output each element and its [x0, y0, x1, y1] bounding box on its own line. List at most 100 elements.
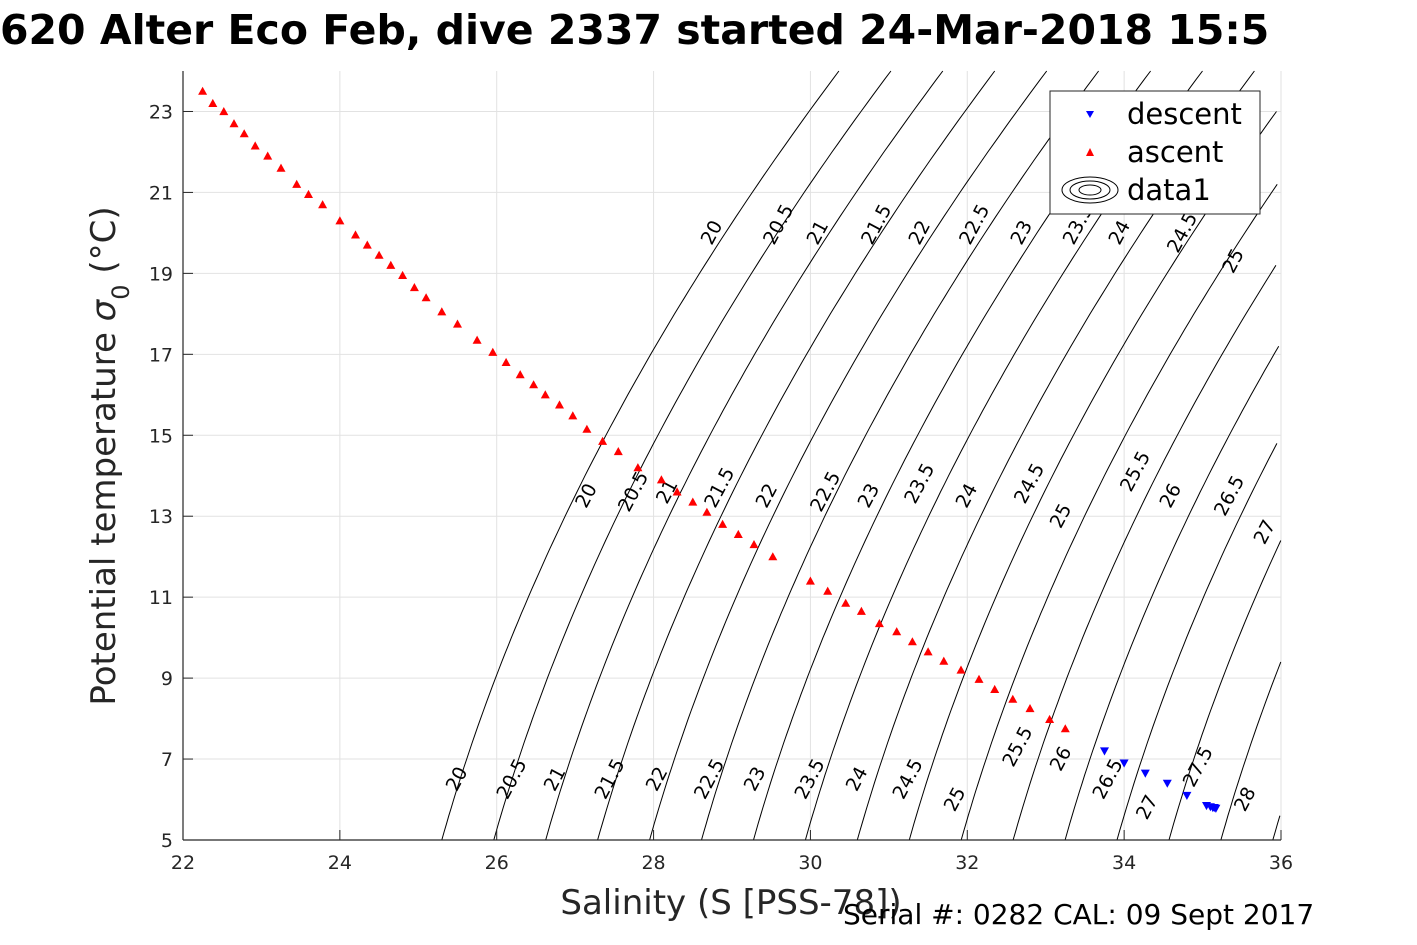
y-tick-label: 13 — [149, 506, 173, 528]
ascent-point — [453, 319, 462, 328]
ascent-point — [529, 380, 539, 389]
descent-point — [1119, 759, 1129, 768]
ascent-point — [250, 141, 260, 150]
contour-label: 20 — [571, 480, 602, 512]
contour-label: 23 — [740, 763, 771, 795]
x-tick-label: 32 — [955, 852, 979, 874]
ascent-point — [1060, 724, 1070, 733]
contour-label: 21 — [540, 763, 571, 795]
contour-label: 24.5 — [1163, 209, 1202, 257]
x-tick-label: 24 — [328, 852, 352, 874]
x-tick-label: 26 — [485, 852, 509, 874]
ascent-point — [749, 540, 759, 549]
ascent-point — [555, 400, 564, 409]
ascent-point — [672, 487, 682, 496]
ascent-point — [488, 347, 498, 356]
ascent-point — [656, 475, 666, 484]
ascent-point — [501, 357, 511, 366]
ascent-point — [823, 586, 833, 595]
ascent-point — [335, 216, 345, 225]
legend-box — [1049, 90, 1261, 215]
descent-point — [1211, 804, 1221, 813]
contour-label: 25 — [940, 783, 971, 815]
contour-label: 24 — [951, 480, 982, 512]
ascent-point — [351, 230, 360, 239]
contour-label: 27.5 — [1179, 743, 1218, 791]
ascent-point — [841, 598, 851, 607]
y-tick-label: 23 — [149, 101, 173, 123]
contour-label: 25 — [1046, 500, 1077, 532]
ascent-point — [892, 627, 902, 636]
ascent-point — [768, 552, 778, 561]
ascent-point — [398, 270, 408, 279]
isopycnal-line — [701, 70, 1100, 841]
legend: descent ascent data1 — [1049, 90, 1261, 215]
ascent-point — [568, 411, 578, 420]
y-axis-label: Potential temperature σ0 (°C) — [84, 206, 135, 705]
isopycnal-line — [1012, 265, 1277, 841]
ascent-point — [437, 307, 447, 316]
x-tick-label: 28 — [641, 852, 665, 874]
contour-label: 22.5 — [806, 468, 845, 516]
descent-point — [1100, 747, 1109, 756]
y-tick-label: 17 — [149, 344, 173, 366]
contour-label: 25.5 — [998, 723, 1037, 771]
descent-point — [1140, 769, 1150, 778]
ascent-point — [276, 163, 286, 172]
legend-label: descent — [1127, 97, 1242, 131]
ascent-point — [421, 293, 431, 302]
contour-label: 21.5 — [590, 755, 629, 803]
data-points — [198, 86, 1221, 813]
ascent-point — [1008, 694, 1018, 703]
y-tick-label: 15 — [149, 425, 173, 447]
ascent-point — [923, 647, 933, 656]
contour-label: 20.5 — [614, 468, 653, 516]
y-tick-label: 21 — [149, 182, 173, 204]
ascent-point — [990, 684, 1000, 693]
ascent-point — [613, 447, 623, 456]
contour-label: 22.5 — [955, 201, 994, 249]
x-axis-label: Salinity (S [PSS-78]) — [560, 883, 901, 923]
ascent-point — [229, 119, 239, 128]
ascent-point — [874, 619, 884, 628]
ascent-point — [362, 240, 372, 249]
isopycnal-line — [597, 70, 996, 841]
x-tick-label: 34 — [1112, 852, 1136, 874]
contour-label: 22 — [642, 763, 673, 795]
descent-point — [1182, 791, 1192, 800]
y-tick-label: 5 — [161, 830, 173, 852]
contour-label: 28 — [1230, 783, 1261, 815]
serial-calibration-info: Serial #: 0282 CAL: 09 Sept 2017 — [843, 898, 1315, 931]
contour-label: 27 — [1132, 792, 1163, 824]
ascent-point — [386, 260, 396, 269]
isopycnal-line — [1168, 540, 1282, 841]
ascent-point — [939, 656, 949, 665]
descent-point — [1162, 779, 1172, 788]
ascent-point — [472, 335, 482, 344]
contour-label: 26 — [1155, 480, 1186, 512]
contour-label: 22.5 — [690, 755, 729, 803]
ascent-point — [292, 179, 302, 188]
contour-label: 23.5 — [900, 460, 939, 508]
ascent-point — [540, 390, 550, 399]
legend-contour-marker — [1078, 184, 1102, 196]
y-label-main: Potential temperature — [84, 321, 124, 705]
isopycnal-line — [1116, 443, 1278, 841]
x-tick-label: 36 — [1269, 852, 1293, 874]
contour-label: 21.5 — [857, 201, 896, 249]
contour-label: 24 — [1104, 217, 1135, 249]
y-tick-label: 9 — [161, 668, 173, 690]
y-tick-label: 19 — [149, 263, 173, 285]
ascent-point — [198, 86, 208, 95]
ascent-point — [208, 98, 218, 107]
contour-label: 20 — [697, 217, 728, 249]
ascent-point — [1045, 714, 1055, 723]
contour-label: 27 — [1249, 516, 1280, 548]
ascent-point — [907, 637, 917, 646]
ascent-point — [718, 519, 728, 528]
isopycnal-line — [545, 70, 944, 841]
ascent-point — [805, 576, 815, 585]
legend-contour-marker — [1069, 180, 1111, 200]
isopycnal-line — [493, 70, 892, 841]
